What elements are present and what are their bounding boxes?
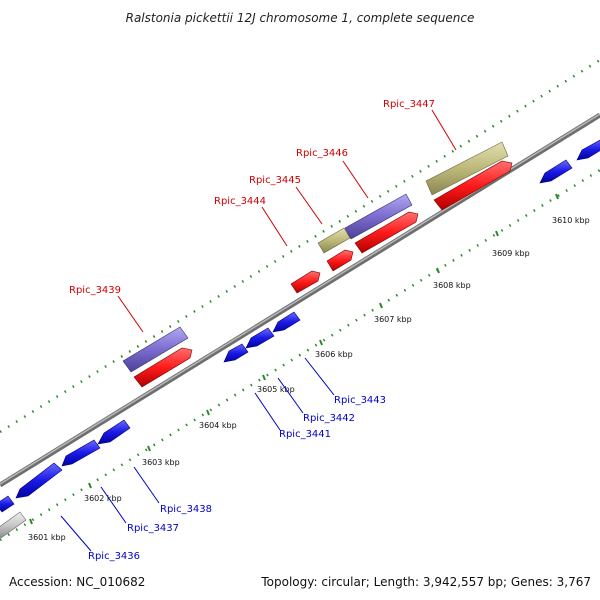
gene-block-3443[interactable]	[272, 311, 301, 333]
outer-dotted-ring	[0, 58, 600, 434]
topology-text: Topology: circular; Length: 3,942,557 bp…	[260, 575, 591, 589]
gene-label-rpic-3438[interactable]: Rpic_3438	[160, 504, 212, 515]
gene-label-rpic-3443[interactable]: Rpic_3443	[334, 395, 386, 406]
pseudo-gene-block[interactable]	[0, 511, 27, 539]
cds-block-3447[interactable]	[433, 160, 513, 211]
forward-strand-cds	[133, 160, 513, 388]
gene-block-3438[interactable]	[97, 419, 131, 445]
tick-label-3606: 3606 kbp	[315, 350, 353, 359]
gene-block-3441[interactable]	[223, 343, 249, 363]
cds-block-3439[interactable]	[133, 347, 193, 388]
gene-label-rpic-3444[interactable]: Rpic_3444	[214, 196, 266, 207]
gene-label-rpic-3437[interactable]: Rpic_3437	[127, 523, 179, 534]
gene-block-3435[interactable]	[0, 495, 15, 513]
cds-block-3445[interactable]	[326, 249, 354, 272]
gene-feature-3447[interactable]	[425, 141, 509, 196]
tick-label-3609: 3609 kbp	[492, 249, 530, 258]
plus-gene-labels: Rpic_3439 Rpic_3444 Rpic_3445 Rpic_3446 …	[69, 99, 435, 296]
gene-block-3442[interactable]	[245, 327, 275, 349]
gene-feature-3446[interactable]	[344, 193, 413, 240]
gene-label-rpic-3439[interactable]: Rpic_3439	[69, 285, 121, 296]
tick-label-3601: 3601 kbp	[28, 533, 66, 542]
tick-label-3604: 3604 kbp	[199, 421, 237, 430]
cds-block-3444[interactable]	[290, 270, 321, 294]
gene-label-rpic-3447[interactable]: Rpic_3447	[383, 99, 435, 110]
gene-block-3448[interactable]	[539, 159, 573, 184]
tick-label-3608: 3608 kbp	[433, 281, 471, 290]
map-title: Ralstonia pickettii 12J chromosome 1, co…	[126, 11, 475, 25]
gene-feature-3439[interactable]	[122, 326, 189, 373]
tick-label-3603: 3603 kbp	[142, 458, 180, 467]
gene-label-rpic-3436[interactable]: Rpic_3436	[88, 551, 140, 562]
accession-text: Accession: NC_010682	[9, 575, 145, 589]
minus-gene-labels: Rpic_3436 Rpic_3437 Rpic_3438 Rpic_3441 …	[88, 395, 386, 562]
gene-features	[122, 141, 509, 373]
minus-label-leaders	[60, 357, 335, 552]
gene-block-3437[interactable]	[61, 439, 101, 467]
gene-block-3449[interactable]	[576, 139, 600, 161]
tick-label-3607: 3607 kbp	[374, 315, 412, 324]
inner-dotted-ring	[0, 168, 600, 542]
tick-label-3602: 3602 kbp	[84, 494, 122, 503]
gene-label-rpic-3441[interactable]: Rpic_3441	[279, 429, 331, 440]
scale-major-ticks	[29, 193, 559, 525]
tick-label-3610: 3610 kbp	[552, 216, 590, 225]
plus-label-leaders	[117, 109, 457, 333]
scale-labels: 3601 kbp 3602 kbp 3603 kbp 3604 kbp 3605…	[28, 216, 590, 542]
tick-label-3605: 3605 kbp	[257, 385, 295, 394]
gene-label-rpic-3445[interactable]: Rpic_3445	[249, 175, 301, 186]
gene-label-rpic-3446[interactable]: Rpic_3446	[296, 148, 348, 159]
gene-feature-3445[interactable]	[317, 227, 351, 254]
reverse-strand-genes	[0, 139, 600, 513]
cds-block-3446[interactable]	[354, 211, 419, 254]
gene-block-3436[interactable]	[15, 462, 63, 499]
gene-label-rpic-3442[interactable]: Rpic_3442	[303, 413, 355, 424]
